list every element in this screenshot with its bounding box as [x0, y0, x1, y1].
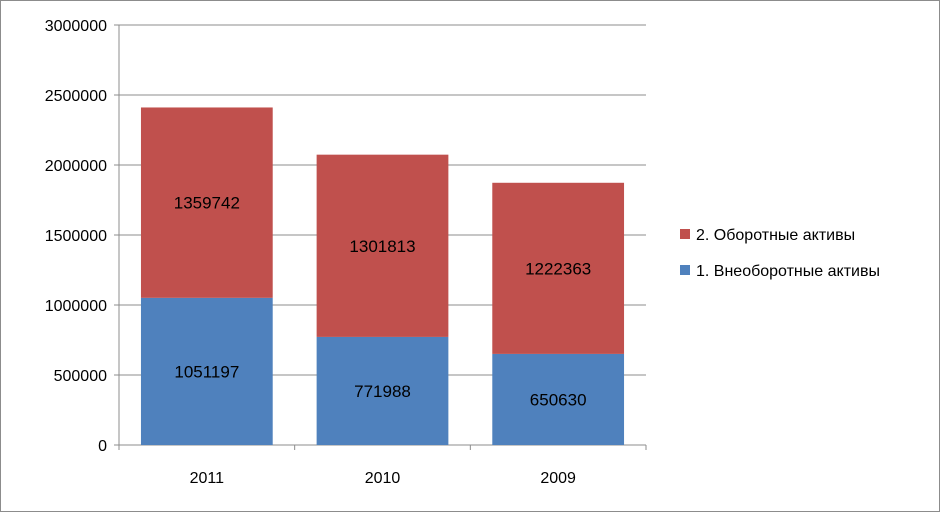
legend-swatch — [680, 265, 690, 275]
bar-segment[interactable] — [492, 353, 625, 445]
data-label: 1359742 — [174, 194, 240, 213]
y-tick-label: 2500000 — [45, 88, 107, 105]
y-tick-label: 3000000 — [45, 18, 107, 35]
legend-swatch — [680, 229, 690, 239]
data-label: 1222363 — [525, 259, 591, 278]
bar-segment[interactable] — [140, 297, 273, 445]
data-label: 650630 — [530, 390, 587, 409]
x-tick-label: 2009 — [540, 470, 576, 487]
bar-segment[interactable] — [140, 107, 273, 298]
bar-segment[interactable] — [316, 154, 449, 337]
y-tick-label: 2000000 — [45, 158, 107, 175]
data-label: 1051197 — [174, 362, 239, 381]
legend-label: 2. Оборотные активы — [696, 227, 855, 244]
bar-segment[interactable] — [316, 336, 449, 445]
x-tick-label: 2011 — [190, 470, 225, 487]
y-tick-label: 500000 — [54, 368, 107, 385]
data-label: 1301813 — [349, 237, 415, 256]
y-tick-label: 0 — [98, 438, 107, 455]
x-tick-label: 2010 — [365, 470, 401, 487]
y-tick-label: 1000000 — [45, 298, 107, 315]
bar-segment[interactable] — [492, 182, 625, 354]
data-label: 771988 — [354, 382, 411, 401]
legend-label: 1. Внеоборотные активы — [696, 263, 880, 280]
y-tick-label: 1500000 — [45, 228, 107, 245]
